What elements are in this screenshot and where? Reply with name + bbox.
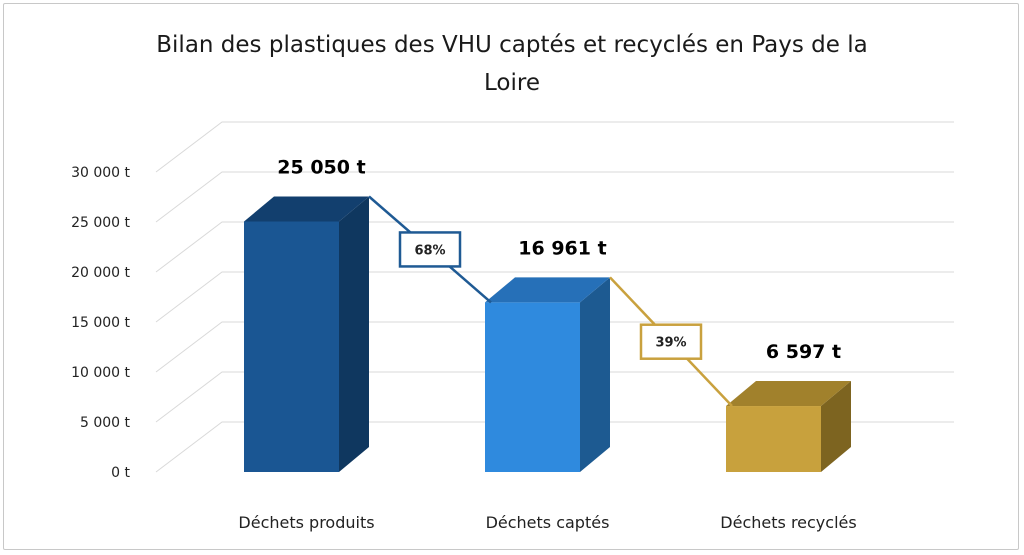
y-tick-label: 5 000 t	[80, 415, 131, 431]
chart-title-line-1: Bilan des plastiques des VHU captés et r…	[156, 32, 867, 58]
category-label: Déchets recyclés	[720, 513, 856, 532]
bar-top	[485, 277, 610, 303]
transition-percent-label: 39%	[655, 336, 686, 351]
gridline	[155, 371, 954, 423]
bar-front	[244, 221, 339, 472]
gridline	[155, 321, 954, 373]
chart-title-line-2: Loire	[484, 70, 540, 96]
bar-chart: Bilan des plastiques des VHU captés et r…	[71, 32, 954, 532]
bar-side	[339, 196, 369, 472]
category-label: Déchets captés	[486, 513, 610, 532]
gridline	[155, 271, 954, 323]
chart-frame: Bilan des plastiques des VHU captés et r…	[3, 3, 1019, 550]
bar-top	[726, 381, 851, 407]
gridline	[155, 171, 954, 223]
transition-box	[639, 323, 703, 360]
y-tick-label: 10 000 t	[71, 365, 130, 381]
data-label: 16 961 t	[518, 237, 606, 259]
bar-front	[485, 302, 580, 472]
transition-box	[398, 231, 462, 268]
y-tick-label: 15 000 t	[71, 315, 130, 331]
gridline	[155, 221, 954, 273]
category-label: Déchets produits	[238, 513, 374, 532]
bar-side	[580, 277, 610, 472]
bar-side	[821, 381, 851, 472]
transition-percent-label: 68%	[414, 243, 445, 258]
y-tick-label: 20 000 t	[71, 265, 130, 281]
y-tick-label: 25 000 t	[71, 215, 130, 231]
y-tick-label: 30 000 t	[71, 165, 130, 181]
data-label: 6 597 t	[766, 341, 841, 363]
gridline	[155, 421, 954, 473]
bar-front	[726, 406, 821, 472]
y-tick-label: 0 t	[111, 465, 130, 481]
bar-top	[244, 196, 369, 222]
gridline	[155, 121, 954, 173]
data-label: 25 050 t	[277, 157, 365, 179]
